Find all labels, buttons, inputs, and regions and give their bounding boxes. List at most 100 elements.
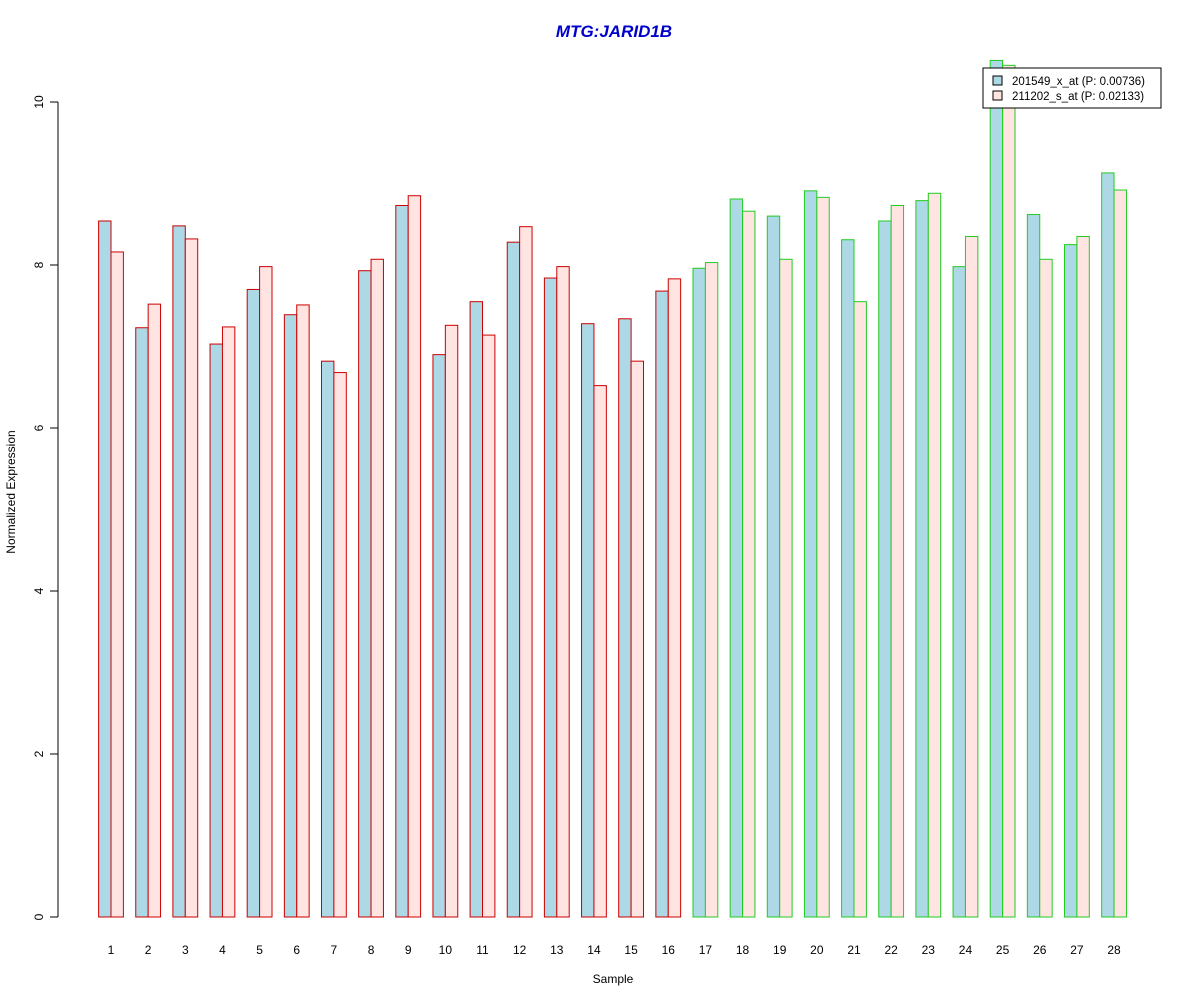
legend-label-1: 201549_x_at (P: 0.00736) xyxy=(1012,76,1145,88)
bar-series-2-sample-24 xyxy=(964,235,979,918)
x-axis-tick-labels: 1 2 3 4 5 6 7 8 9 10 11 12 13 14 15 16 17 18 19 20 21 22 23 24 2… xyxy=(108,943,1121,957)
x-tick-label: 17 xyxy=(699,943,713,957)
bar-series-1-sample-4 xyxy=(209,343,223,918)
bar-series-2-sample-15 xyxy=(630,360,644,918)
x-tick-label: 3 xyxy=(182,943,189,957)
bar-series-2-sample-9 xyxy=(407,195,422,918)
bar-series-2-sample-18 xyxy=(742,210,756,918)
bar-series-2-sample-26 xyxy=(1039,258,1053,918)
bar-series-2-sample-17 xyxy=(704,262,719,918)
y-axis-label: Normalized Expression xyxy=(4,430,18,553)
bar-series-2-sample-20 xyxy=(816,196,830,918)
x-tick-label: 10 xyxy=(439,943,453,957)
x-tick-label: 26 xyxy=(1033,943,1047,957)
bar-series-1-sample-20 xyxy=(803,190,818,918)
x-tick-label: 16 xyxy=(662,943,676,957)
bar-series-1-sample-23 xyxy=(915,200,929,918)
bar-series-2-sample-23 xyxy=(927,192,942,918)
bar-series-1-sample-26 xyxy=(1026,213,1041,918)
x-tick-label: 1 xyxy=(108,943,115,957)
bar-series-1-sample-11 xyxy=(469,301,484,918)
legend-box xyxy=(982,67,1162,109)
bar-series-1-sample-13 xyxy=(543,277,558,918)
x-tick-label: 6 xyxy=(293,943,300,957)
bar-series-2-sample-1 xyxy=(110,251,124,918)
x-tick-label: 27 xyxy=(1070,943,1084,957)
bar-series-1-sample-16 xyxy=(655,290,669,918)
x-tick-label: 24 xyxy=(959,943,973,957)
bar-series-2-sample-28 xyxy=(1113,189,1127,918)
legend-swatch-2 xyxy=(992,90,1003,101)
bar-series-1-sample-14 xyxy=(581,323,595,918)
bar-series-2-sample-27 xyxy=(1076,235,1090,918)
bar-series-2-sample-10 xyxy=(444,324,459,918)
bar-series-1-sample-18 xyxy=(729,198,744,918)
bar-series-2-sample-12 xyxy=(519,226,533,918)
legend: 201549_x_at (P: 0.00736) 211202_s_at (P:… xyxy=(982,67,1162,109)
bar-series-1-sample-28 xyxy=(1101,172,1115,918)
y-tick-label: 0 xyxy=(32,913,46,920)
y-tick-label: 2 xyxy=(32,750,46,757)
y-tick-label: 4 xyxy=(32,587,46,594)
bar-series-1-sample-21 xyxy=(841,239,855,918)
bar-series-1-sample-10 xyxy=(432,354,446,918)
bar-series-1-sample-27 xyxy=(1064,244,1078,918)
x-axis-label: Sample xyxy=(593,972,634,986)
x-tick-label: 2 xyxy=(145,943,152,957)
x-tick-label: 15 xyxy=(624,943,638,957)
x-tick-label: 13 xyxy=(550,943,564,957)
x-tick-label: 5 xyxy=(256,943,263,957)
x-tick-label: 12 xyxy=(513,943,527,957)
bar-series-2-sample-11 xyxy=(482,334,496,918)
x-tick-label: 9 xyxy=(405,943,412,957)
bar-series-2-sample-16 xyxy=(667,278,682,918)
bar-series-2-sample-25 xyxy=(1002,64,1016,918)
bar-series-2-sample-22 xyxy=(890,205,905,918)
bar-series-1-sample-2 xyxy=(135,327,149,918)
x-tick-label: 14 xyxy=(587,943,601,957)
bar-series-1-sample-9 xyxy=(395,205,409,918)
bar-series-2-sample-21 xyxy=(853,301,867,918)
bar-series-2-sample-19 xyxy=(779,258,793,918)
bar-series-2-sample-13 xyxy=(556,266,570,918)
legend-label-2: 211202_s_at (P: 0.02133) xyxy=(1012,91,1144,103)
bars xyxy=(98,59,1127,918)
x-tick-label: 4 xyxy=(219,943,226,957)
y-tick-label: 6 xyxy=(32,424,46,431)
bar-series-2-sample-2 xyxy=(147,303,162,918)
x-tick-label: 18 xyxy=(736,943,750,957)
bar-series-2-sample-14 xyxy=(593,385,607,918)
y-tick-label: 8 xyxy=(32,261,46,268)
bar-series-1-sample-25 xyxy=(989,59,1004,918)
bar-series-1-sample-6 xyxy=(283,314,298,918)
bar-series-1-sample-1 xyxy=(98,220,112,918)
bar-series-1-sample-7 xyxy=(321,360,335,918)
y-tick-label: 10 xyxy=(32,95,46,109)
bar-series-2-sample-6 xyxy=(296,304,310,918)
bar-series-1-sample-19 xyxy=(766,215,781,918)
x-tick-label: 20 xyxy=(810,943,824,957)
bar-series-1-sample-17 xyxy=(692,267,706,918)
x-tick-label: 21 xyxy=(847,943,861,957)
x-tick-label: 8 xyxy=(368,943,375,957)
chart-title: MTG:JARID1B xyxy=(556,22,672,41)
x-tick-label: 7 xyxy=(331,943,338,957)
bar-series-1-sample-24 xyxy=(952,266,966,918)
bar-series-2-sample-8 xyxy=(370,258,384,918)
bar-series-2-sample-3 xyxy=(184,238,199,918)
x-tick-label: 19 xyxy=(773,943,787,957)
bar-series-1-sample-15 xyxy=(618,318,632,918)
bar-series-1-sample-22 xyxy=(878,220,892,918)
bar-series-1-sample-8 xyxy=(358,270,372,918)
bar-series-2-sample-5 xyxy=(259,266,273,918)
bar-series-2-sample-7 xyxy=(333,372,347,918)
x-tick-label: 22 xyxy=(884,943,898,957)
bar-series-1-sample-5 xyxy=(246,288,261,918)
bar-series-1-sample-3 xyxy=(172,225,186,918)
legend-swatch-1 xyxy=(992,75,1003,86)
bar-series-1-sample-12 xyxy=(506,241,521,918)
x-tick-label: 23 xyxy=(922,943,936,957)
x-tick-label: 25 xyxy=(996,943,1010,957)
y-axis: 0 2 4 6 8 10 xyxy=(32,95,59,920)
